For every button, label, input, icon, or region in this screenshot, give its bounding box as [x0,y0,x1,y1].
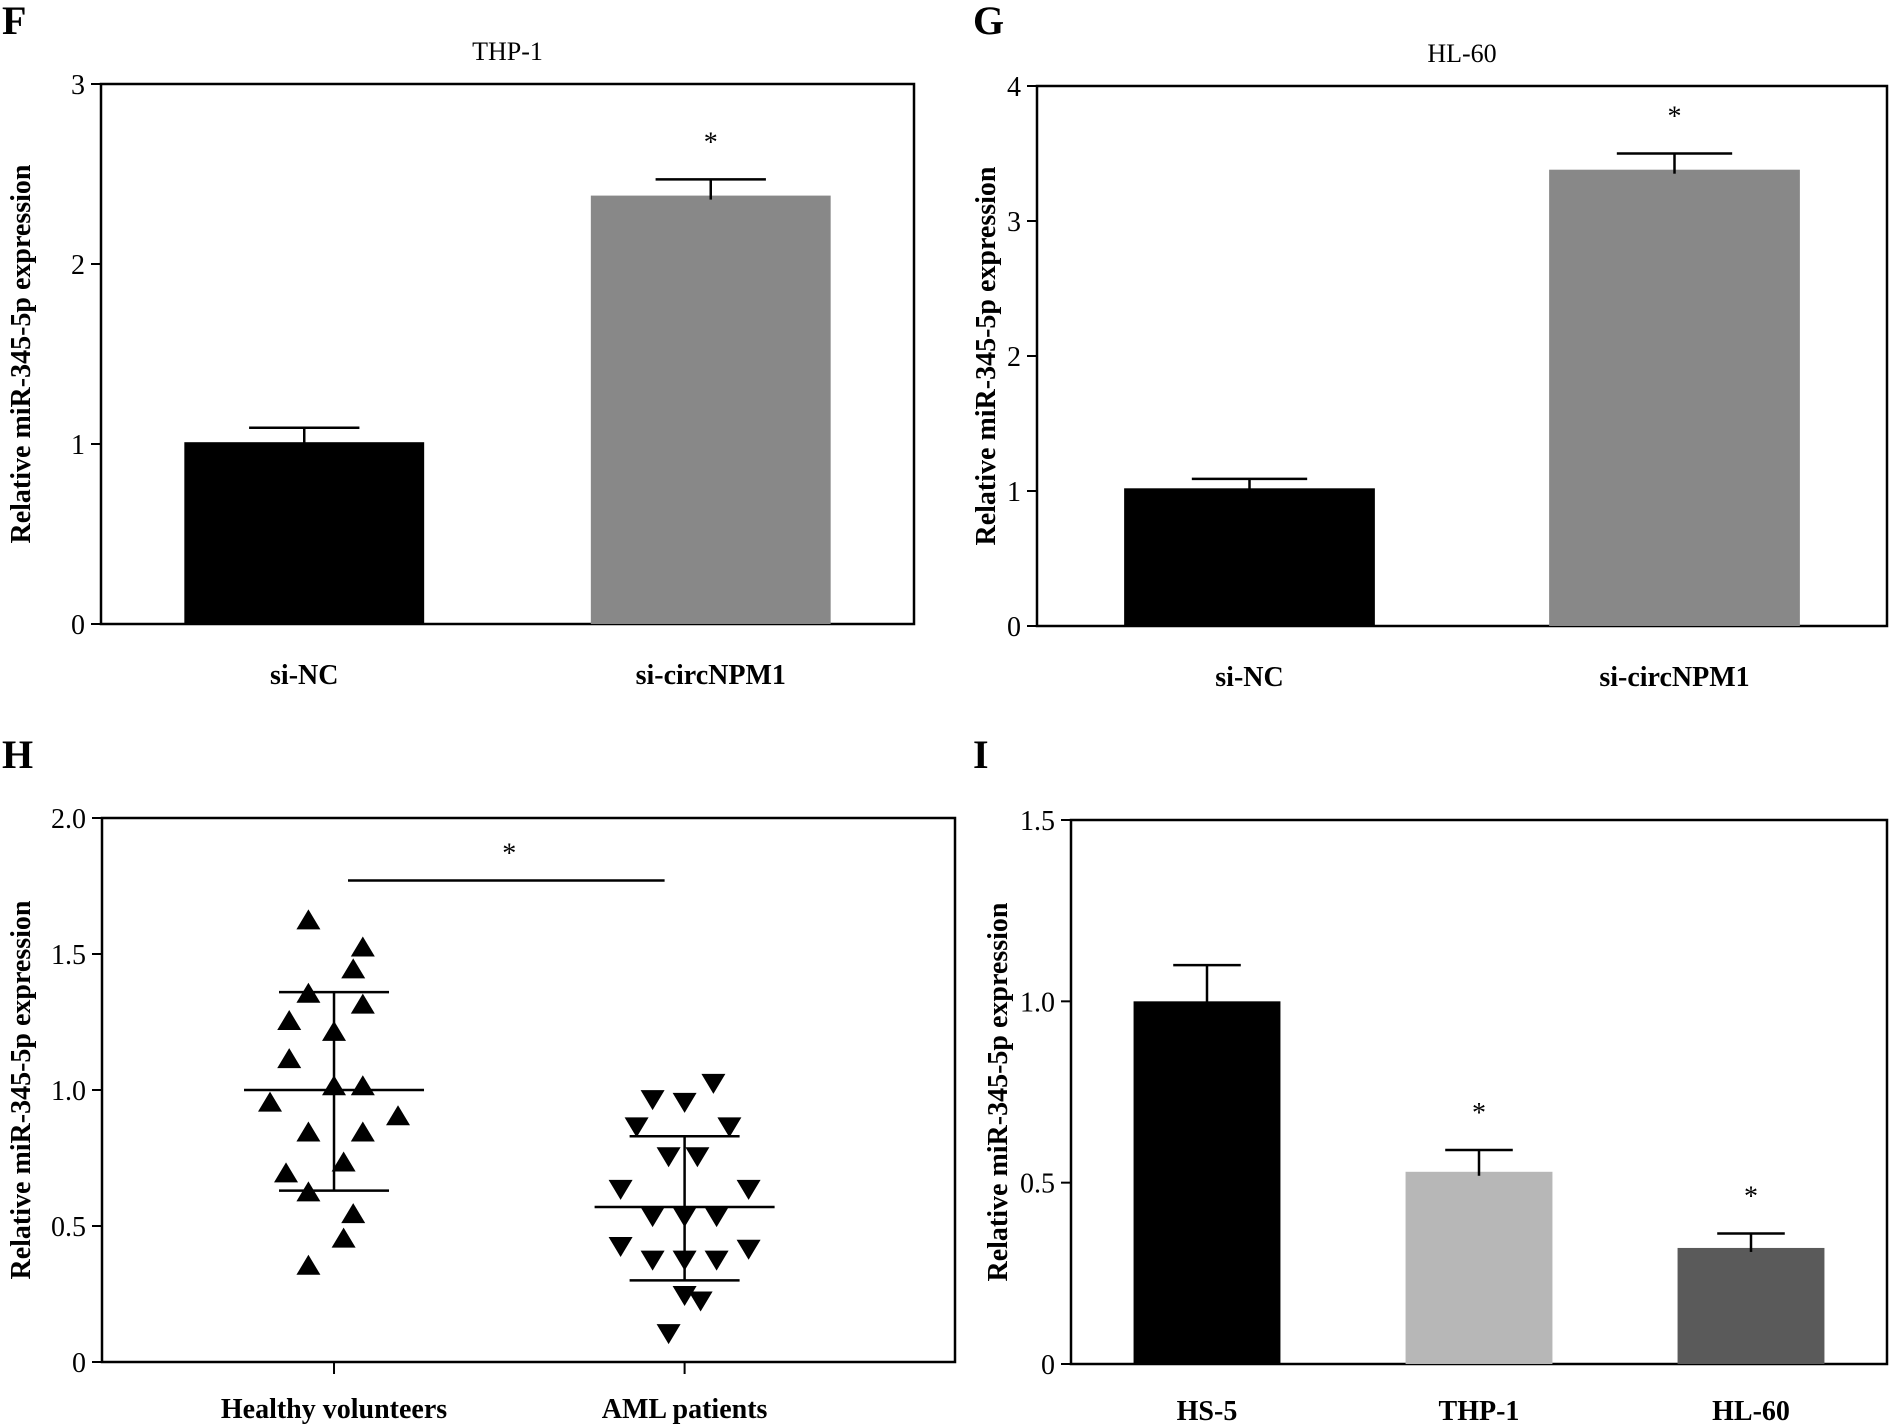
panel-h-data-point [704,1250,729,1271]
panel-f-title: THP-1 [472,37,543,66]
panel-g-bar-1 [1124,488,1375,626]
panel-h-data-point [685,1147,710,1168]
panel-h-significance-star: * [502,839,516,870]
panel-g-y-axis-label: Relative miR-345-5p expression [971,166,1002,545]
panel-i-chart: 0 0.5 1.0 1.5 Relative miR-345-5p expression… [983,806,1889,1427]
panel-h-plot-frame [100,816,957,1364]
panel-i-bar-3 [1677,1247,1825,1364]
panel-h-ytick-label: 2.0 [51,804,86,835]
panel-h-data-point [704,1207,729,1228]
panel-h-data-point [350,993,375,1014]
panel-h-ytick-label: 1.0 [51,1076,86,1107]
panel-f-bar-1 [184,442,425,624]
panel-h-data-point [608,1237,633,1258]
panel-g-ytick-label: 0 [1007,612,1021,643]
panel-f-y-axis-label: Relative miR-345-5p expression [6,164,37,543]
panel-h-data-point [277,1048,302,1069]
panel-h-data-point [258,1091,283,1112]
panel-h-data-point [331,1227,356,1248]
panel-h-data-point [350,936,375,957]
panel-h-data-point [341,958,366,979]
panel-i-category-label-1: HS-5 [1177,1396,1238,1427]
panel-g-ytick-label: 2 [1007,342,1021,373]
panel-h-data-point [717,1117,742,1138]
panel-i-bar-2 [1405,1171,1553,1364]
panel-i-y-axis-label: Relative miR-345-5p expression [983,902,1014,1281]
panel-h-data-point [656,1324,681,1345]
panel-f-bar-2 [590,195,831,624]
panel-g-bar-2 [1549,169,1800,626]
panel-i-significance-star-3: * [1744,1181,1758,1212]
panel-i-bar-1 [1133,1001,1281,1364]
panel-g-ytick-label: 3 [1007,207,1021,238]
panel-h-data-point [350,1075,375,1096]
panel-f-chart: THP-1 0 1 2 3 Relative miR-345-5p expression s… [6,37,916,691]
panel-f-significance-star-2: * [704,127,718,158]
panel-h-data-point [274,1162,299,1183]
panel-h-data-point [672,1092,697,1113]
panel-g-chart: HL-60 0 1 2 3 4 Relative miR-345-5p expression… [971,39,1889,693]
panel-letter-g: G [973,0,1004,43]
panel-h-data-point [296,1254,321,1275]
panel-letter-i: I [973,732,989,777]
panel-g-category-label-1: si-NC [1215,662,1283,693]
panel-g-significance-star-2: * [1668,102,1682,133]
panel-letter-f: F [2,0,26,43]
panel-h-ytick-label: 0.5 [51,1212,86,1243]
panel-f-category-label-2: si-circNPM1 [636,660,786,691]
panel-h-data-point [640,1207,665,1228]
panel-f-ytick-label: 2 [71,250,85,281]
panel-f-ytick-label: 0 [71,610,85,641]
panel-h-data-point [672,1286,697,1306]
panel-f-ytick-label: 3 [71,70,85,101]
panel-h-data-point [736,1179,761,1200]
panel-h-category-label-1: Healthy volunteers [221,1394,447,1425]
panel-h-ytick-label: 0 [72,1348,86,1379]
panel-f-plot-frame [99,82,916,626]
panel-i-ytick-label: 1.5 [1020,806,1055,837]
panel-h-data-point [640,1250,665,1271]
panel-g-ytick-label: 4 [1007,72,1021,103]
panel-h-data-point [701,1073,726,1094]
panel-h-data-point [350,1121,375,1142]
panel-f-category-label-1: si-NC [270,660,338,691]
panel-h-category-label-2: AML patients [602,1394,768,1425]
panel-h-data-point [656,1147,681,1168]
panel-letter-h: H [2,732,33,777]
panel-g-category-label-2: si-circNPM1 [1599,662,1749,693]
panel-h-data-point [624,1117,649,1138]
panel-h-data-point [640,1090,665,1111]
panel-g-title: HL-60 [1427,39,1496,68]
panel-h-data-point [296,909,321,930]
panel-h-ytick-label: 1.5 [51,940,86,971]
panel-i-ytick-label: 1.0 [1020,987,1055,1018]
panel-h-data-point [296,1121,321,1142]
panel-h-data-point [608,1179,633,1200]
panel-i-ytick-label: 0 [1041,1350,1055,1381]
panel-i-category-label-3: HL-60 [1712,1396,1790,1427]
panel-h-data-point [341,1203,366,1224]
panel-h-data-point [386,1105,411,1126]
panel-h-data-point [688,1291,713,1312]
panel-f-ytick-label: 1 [71,430,85,461]
panel-i-ytick-label: 0.5 [1020,1169,1055,1200]
panel-h-chart: 0 0.5 1.0 1.5 2.0 Relative miR-345-5p express… [6,804,957,1425]
panel-g-ytick-label: 1 [1007,477,1021,508]
panel-i-category-label-2: THP-1 [1439,1396,1520,1427]
panel-h-data-point [736,1239,761,1260]
panel-h-data-point [277,1010,302,1030]
panel-h-data-point [331,1151,356,1172]
panel-h-y-axis-label: Relative miR-345-5p expression [6,900,37,1279]
panel-i-significance-star-2: * [1472,1098,1486,1129]
